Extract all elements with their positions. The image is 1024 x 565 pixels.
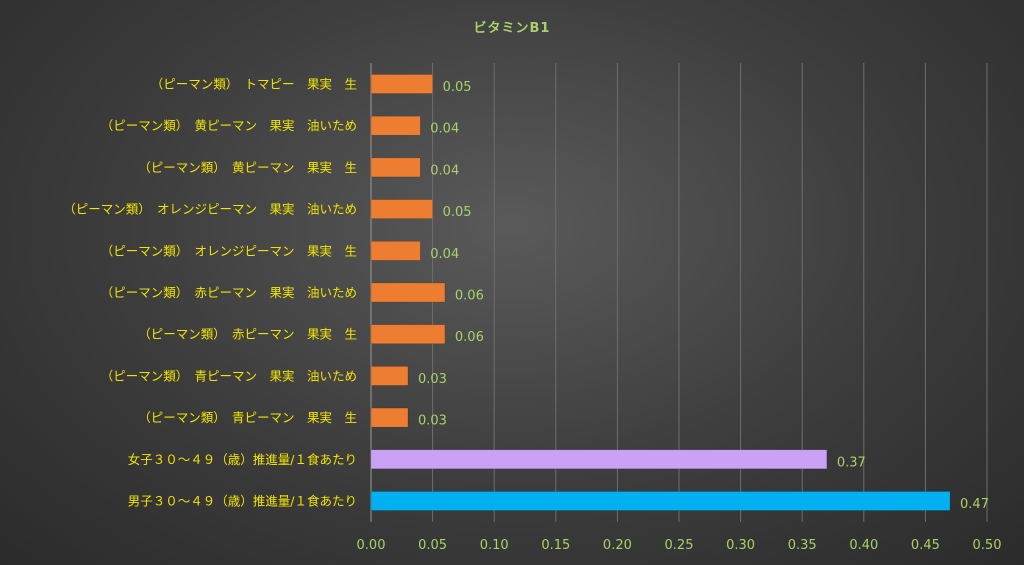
category-label: （ピーマン類） トマピー 果実 生 — [151, 77, 357, 92]
x-tick-label: 0.35 — [788, 538, 817, 553]
bar — [370, 366, 409, 386]
data-label: 0.05 — [443, 80, 472, 95]
bar — [370, 241, 421, 261]
category-label: （ピーマン類） オレンジピーマン 果実 生 — [101, 243, 357, 258]
bar — [370, 115, 421, 136]
bar — [370, 282, 446, 303]
x-tick-label: 0.15 — [541, 538, 570, 553]
chart-title: ビタミンB1 — [474, 20, 551, 36]
x-tick-label: 0.10 — [480, 538, 509, 553]
bar — [370, 449, 828, 470]
category-label: （ピーマン類） 黄ピーマン 果実 油いため — [101, 118, 357, 133]
category-label: （ピーマン類） 赤ピーマン 果実 油いため — [101, 285, 357, 300]
bar — [370, 491, 951, 511]
x-tick-label: 0.25 — [665, 538, 694, 553]
data-label: 0.04 — [430, 163, 459, 178]
category-label: 男子３０～４９（歳）推進量/１食あたり — [128, 494, 357, 509]
category-label: （ピーマン類） 青ピーマン 果実 油いため — [101, 368, 357, 383]
bar — [370, 157, 421, 178]
data-label: 0.03 — [418, 414, 447, 429]
data-label: 0.04 — [430, 122, 459, 137]
x-tick-label: 0.20 — [603, 538, 632, 553]
category-label: （ピーマン類） 赤ピーマン 果実 生 — [138, 327, 357, 342]
x-tick-label: 0.05 — [418, 538, 447, 553]
data-label: 0.05 — [443, 205, 472, 220]
bar — [370, 407, 409, 428]
data-label: 0.47 — [960, 497, 989, 512]
x-tick-label: 0.00 — [357, 538, 386, 553]
x-tick-label: 0.45 — [911, 538, 940, 553]
category-label: （ピーマン類） オレンジピーマン 果実 油いため — [63, 202, 357, 217]
bar — [370, 324, 446, 344]
category-label: （ピーマン類） 青ピーマン 果実 生 — [138, 410, 357, 425]
data-label: 0.06 — [455, 289, 484, 304]
x-tick-label: 0.50 — [973, 538, 1002, 553]
x-tick-label: 0.40 — [849, 538, 878, 553]
bar — [370, 74, 433, 94]
data-label: 0.37 — [837, 455, 866, 470]
bar — [370, 199, 433, 219]
data-label: 0.06 — [455, 330, 484, 345]
category-label: （ピーマン類） 黄ピーマン 果実 生 — [138, 160, 357, 175]
data-label: 0.03 — [418, 372, 447, 387]
data-label: 0.04 — [430, 247, 459, 262]
x-tick-label: 0.30 — [726, 538, 755, 553]
category-label: 女子３０～４９（歳）推進量/１食あたり — [128, 452, 357, 467]
